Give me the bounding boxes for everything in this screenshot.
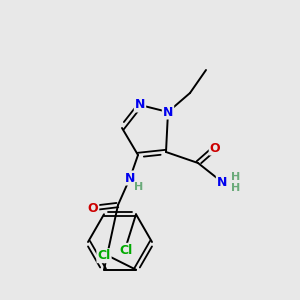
Text: N: N bbox=[135, 98, 145, 112]
Text: H: H bbox=[231, 183, 241, 193]
Text: N: N bbox=[125, 172, 135, 184]
Text: Cl: Cl bbox=[119, 244, 133, 257]
Text: Cl: Cl bbox=[98, 249, 111, 262]
Text: N: N bbox=[163, 106, 173, 118]
Text: H: H bbox=[134, 182, 144, 192]
Text: H: H bbox=[231, 172, 241, 182]
Text: O: O bbox=[210, 142, 220, 154]
Text: N: N bbox=[217, 176, 227, 188]
Text: O: O bbox=[88, 202, 98, 214]
